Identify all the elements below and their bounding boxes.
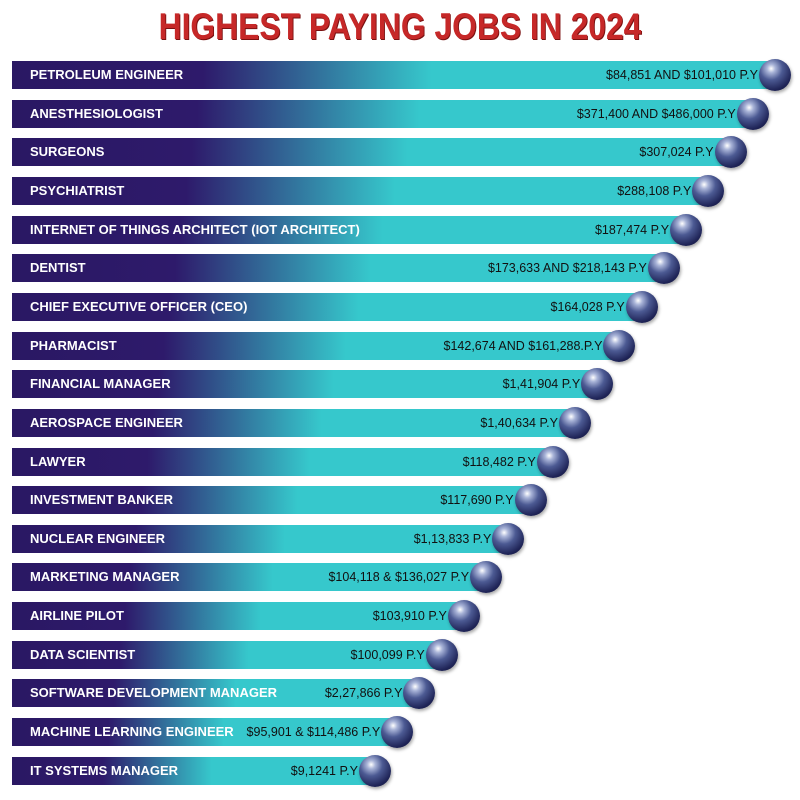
value-label: $1,13,833 P.Y [413,532,492,546]
sphere-icon [403,677,436,709]
sphere-icon [736,98,769,130]
bar [12,486,531,514]
sphere-icon [581,368,614,400]
value-label: $164,028 P.Y [550,300,625,314]
bar [12,718,398,746]
value-label: $103,910 P.Y [372,609,447,623]
value-label: $84,851 AND $101,010 P.Y [606,68,758,82]
category-label: AIRLINE PILOT [30,608,124,623]
category-label: DENTIST [30,260,86,275]
value-label: $371,400 AND $486,000 P.Y [576,107,736,121]
category-label: PHARMACIST [30,338,117,353]
value-label: $173,633 AND $218,143 P.Y [487,261,647,275]
category-label: PSYCHIATRIST [30,183,125,198]
sphere-icon [359,755,391,787]
category-label: MARKETING MANAGER [30,569,180,584]
chart-title: HIGHEST PAYING JOBS IN 2024 [158,6,642,47]
sphere-icon [759,59,791,91]
bar [12,563,487,591]
category-label: DATA SCIENTIST [30,647,136,662]
value-label: $142,674 AND $161,288.P.Y [443,339,603,353]
category-label: INVESTMENT BANKER [30,492,174,507]
sphere-icon [492,523,525,555]
sphere-icon [714,136,747,168]
bar [12,254,664,282]
value-label: $9,1241 P.Y [290,764,358,778]
value-label: $288,108 P.Y [617,184,692,198]
category-label: CHIEF EXECUTIVE OFFICER (CEO) [30,299,248,314]
sphere-icon [381,716,414,748]
category-label: AEROSPACE ENGINEER [30,415,183,430]
bar [12,61,775,89]
value-label: $95,901 & $114,486 P.Y [246,725,381,739]
sphere-icon [470,561,503,593]
bar [12,177,709,205]
category-label: SOFTWARE DEVELOPMENT MANAGER [30,685,278,700]
category-label: FINANCIAL MANAGER [30,376,171,391]
value-label: $100,099 P.Y [350,648,425,662]
bar [12,293,642,321]
category-label: MACHINE LEARNING ENGINEER [30,724,234,739]
category-label: IT SYSTEMS MANAGER [30,763,179,778]
sphere-icon [447,600,480,632]
bar [12,409,575,437]
sphere-icon [425,639,458,671]
bar [12,679,420,707]
category-label: NUCLEAR ENGINEER [30,531,166,546]
bar [12,332,620,360]
value-label: $307,024 P.Y [639,145,714,159]
value-label: $1,41,904 P.Y [502,377,581,391]
bar [12,602,464,630]
bar [12,138,731,166]
value-label: $2,27,866 P.Y [324,686,403,700]
category-label: LAWYER [30,454,86,469]
sphere-icon [603,330,636,362]
category-label: ANESTHESIOLOGIST [30,106,163,121]
sphere-icon [647,252,680,284]
sphere-icon [692,175,725,207]
bar [12,525,509,553]
value-label: $1,40,634 P.Y [480,416,558,430]
bar [12,370,598,398]
sphere-icon [670,214,703,246]
category-label: PETROLEUM ENGINEER [30,67,184,82]
value-label: $117,690 P.Y [440,493,514,507]
sphere-icon [536,446,569,478]
category-label: SURGEONS [30,144,105,159]
bar [12,448,553,476]
bar [12,641,442,669]
sphere-icon [514,484,547,516]
value-label: $104,118 & $136,027 P.Y [328,570,470,584]
sphere-icon [625,291,658,323]
bar [12,216,687,244]
category-label: INTERNET OF THINGS ARCHITECT (IOT ARCHIT… [30,222,360,237]
bar [12,757,375,785]
bar [12,100,753,128]
value-label: $118,482 P.Y [462,455,536,469]
sphere-icon [559,407,591,439]
value-label: $187,474 P.Y [594,223,670,237]
